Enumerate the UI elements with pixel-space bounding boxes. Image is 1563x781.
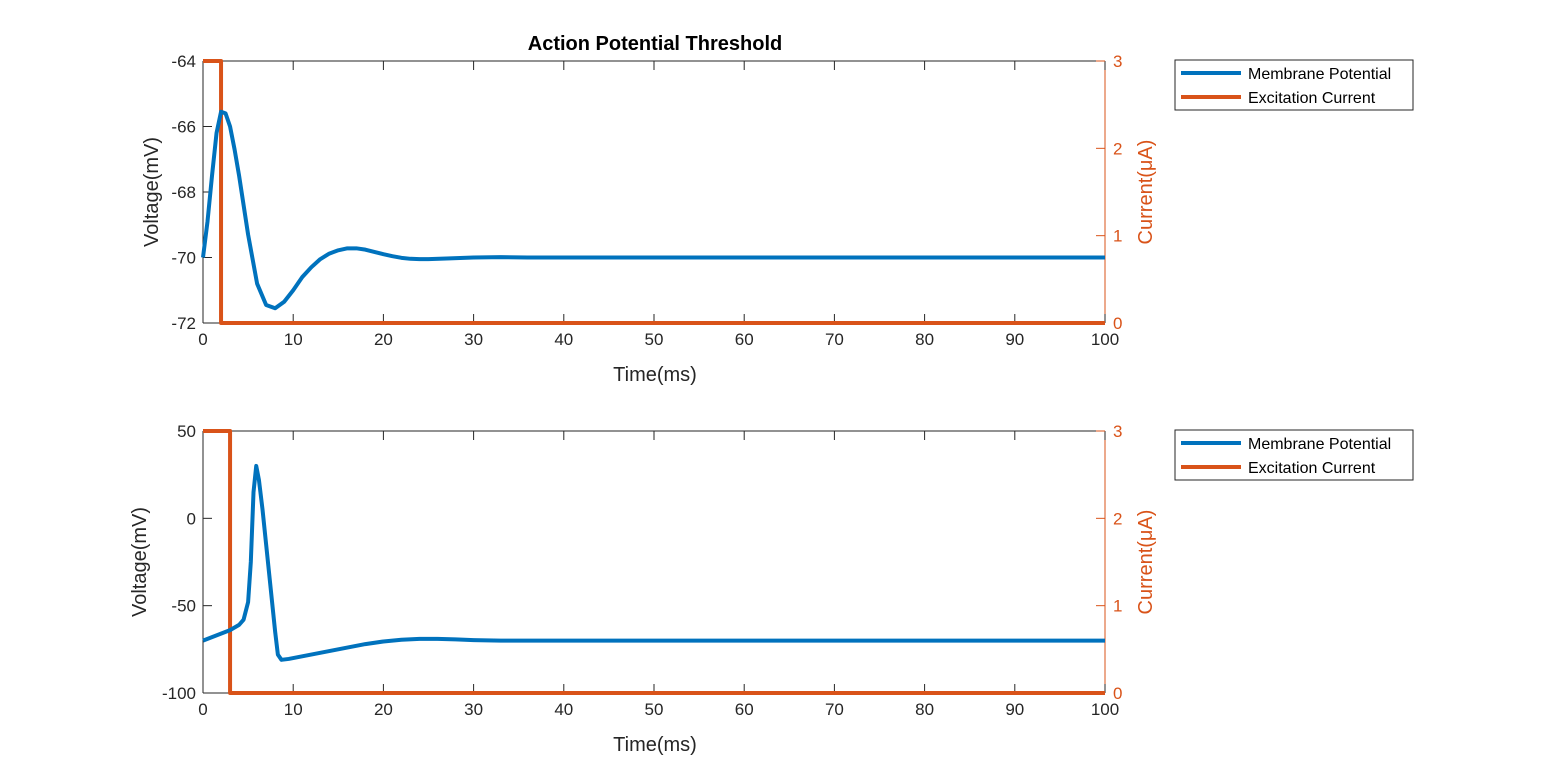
- x-tick-label: 90: [1005, 330, 1024, 349]
- chart-title: Action Potential Threshold: [528, 33, 782, 55]
- y-axis-label-right: Current(μA): [1135, 510, 1157, 615]
- x-tick-label: 50: [645, 700, 664, 719]
- x-tick-label: 20: [374, 330, 393, 349]
- series-line-membrane-potential: [201, 109, 1105, 311]
- legend-label-membrane-potential: Membrane Potential: [1248, 66, 1391, 83]
- y-axis-label-left: Voltage(mV): [129, 507, 151, 617]
- legend-box: [1174, 59, 1414, 111]
- x-tick-label: 0: [198, 330, 207, 349]
- y-tick-label-right: 3: [1113, 422, 1122, 441]
- y-axis-label-right: Current(μA): [1135, 140, 1157, 245]
- x-tick-label: 100: [1091, 700, 1119, 719]
- x-tick-label: 90: [1005, 700, 1024, 719]
- x-tick-label: 30: [464, 330, 483, 349]
- x-tick-label: 100: [1091, 330, 1119, 349]
- y-axis-label-left: Voltage(mV): [141, 137, 163, 247]
- x-tick-label: 30: [464, 700, 483, 719]
- panel-top: Action Potential Threshold 0 10 20 30 40 50 60…: [141, 33, 1414, 386]
- y-tick-label-right: 2: [1113, 139, 1122, 158]
- x-tick-label: 10: [284, 330, 303, 349]
- x-tick-label: 70: [825, 330, 844, 349]
- y-tick-label-left: 0: [187, 509, 196, 528]
- x-tick-label: 50: [645, 330, 664, 349]
- x-tick-label: 80: [915, 330, 934, 349]
- y-tick-label-right: 0: [1113, 684, 1122, 703]
- y-tick-label-left: -100: [162, 684, 196, 703]
- x-tick-label: 40: [554, 700, 573, 719]
- x-axis-label: Time(ms): [613, 364, 697, 386]
- series-line-membrane-potential: [202, 463, 1105, 662]
- legend: Membrane Potential Excitation Current: [1174, 429, 1414, 481]
- legend-box: [1174, 429, 1414, 481]
- x-tick-label: 60: [735, 330, 754, 349]
- panel-top-plot: 0 10 20 30 40 50 60 70 80 90 100 -72 -70 -68 -66 -64 0 1 2…: [171, 52, 1122, 349]
- y-tick-label-right: 2: [1113, 509, 1122, 528]
- y-tick-label-left: -72: [171, 314, 196, 333]
- series-line-excitation-current: [203, 429, 1105, 695]
- y-tick-label-left: -68: [171, 183, 196, 202]
- x-tick-label: 10: [284, 700, 303, 719]
- x-axis-label: Time(ms): [613, 734, 697, 756]
- y-tick-label-right: 0: [1113, 314, 1122, 333]
- legend-label-excitation-current: Excitation Current: [1248, 90, 1376, 107]
- panel-bottom-plot: 0 10 20 30 40 50 60 70 80 90 100 -100 -50 0 50 0 1 2 3: [162, 422, 1123, 719]
- x-tick-label: 20: [374, 700, 393, 719]
- y-tick-label-left: -66: [171, 118, 196, 137]
- y-tick-label-left: -64: [171, 52, 196, 71]
- x-tick-label: 0: [198, 700, 207, 719]
- x-tick-label: 70: [825, 700, 844, 719]
- y-tick-label-right: 1: [1113, 597, 1122, 616]
- panel-bottom: 0 10 20 30 40 50 60 70 80 90 100 -100 -50 0 50 0 1 2 3 Tim…: [129, 422, 1414, 756]
- legend-label-membrane-potential: Membrane Potential: [1248, 436, 1391, 453]
- legend: Membrane Potential Excitation Current: [1174, 59, 1414, 111]
- x-tick-label: 40: [554, 330, 573, 349]
- y-tick-label-right: 3: [1113, 52, 1122, 71]
- y-tick-label-left: -50: [171, 597, 196, 616]
- x-tick-label: 60: [735, 700, 754, 719]
- x-tick-label: 80: [915, 700, 934, 719]
- y-tick-label-left: 50: [177, 422, 196, 441]
- series-line-excitation-current: [203, 59, 1105, 325]
- y-tick-label-right: 1: [1113, 227, 1122, 246]
- legend-label-excitation-current: Excitation Current: [1248, 460, 1376, 477]
- y-tick-label-left: -70: [171, 249, 196, 268]
